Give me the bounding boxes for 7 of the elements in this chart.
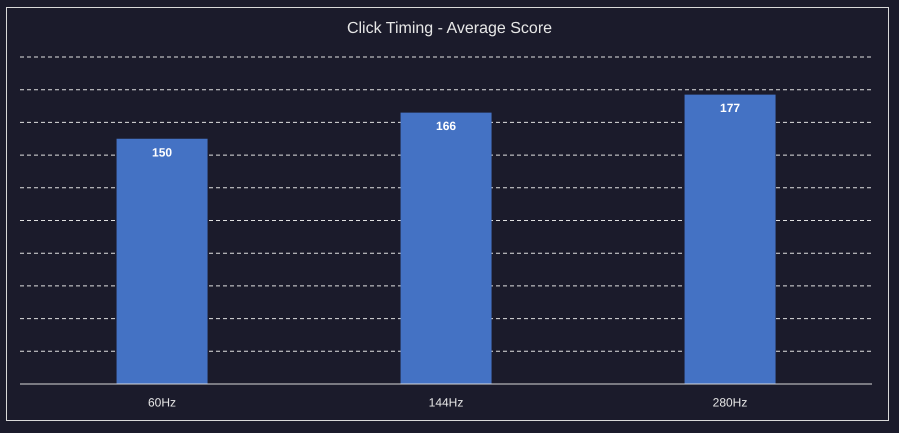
x-tick-label: 280Hz (712, 396, 748, 410)
x-tick-label: 60Hz (148, 396, 176, 410)
chart-title: Click Timing - Average Score (346, 20, 552, 37)
x-tick-label: 144Hz (428, 396, 464, 410)
data-label: 166 (436, 119, 456, 134)
data-label: 150 (152, 145, 172, 160)
data-label: 177 (720, 101, 740, 116)
